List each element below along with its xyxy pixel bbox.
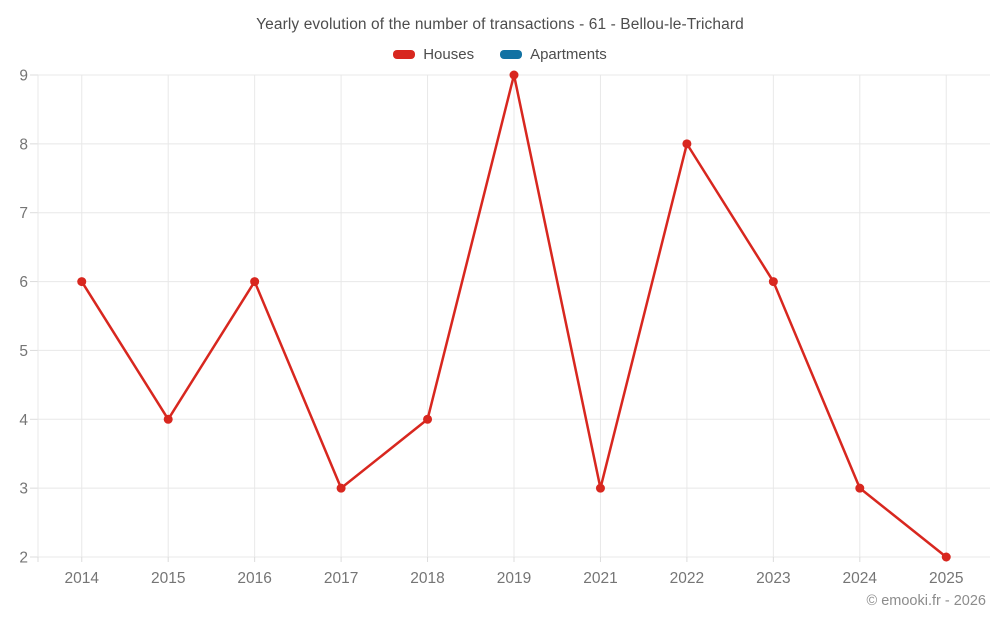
y-axis-label: 4 xyxy=(19,412,28,429)
x-axis-label: 2022 xyxy=(670,570,704,587)
legend-swatch-houses xyxy=(393,50,416,59)
x-axis-label: 2018 xyxy=(410,570,444,587)
x-axis-label: 2024 xyxy=(843,570,878,587)
data-point-houses-2019[interactable] xyxy=(509,70,519,80)
legend-item-houses[interactable]: Houses xyxy=(393,46,474,63)
x-axis-label: 2017 xyxy=(324,570,358,587)
y-axis-label: 3 xyxy=(19,481,28,498)
y-axis-label: 8 xyxy=(19,136,28,153)
data-point-houses-2014[interactable] xyxy=(77,277,87,287)
chart-title: Yearly evolution of the number of transa… xyxy=(256,16,744,33)
data-point-houses-2023[interactable] xyxy=(768,277,778,287)
x-axis-label: 2023 xyxy=(756,570,790,587)
y-axis-label: 7 xyxy=(19,205,28,222)
x-axis-label: 2016 xyxy=(237,570,271,587)
x-axis-label: 2025 xyxy=(929,570,963,587)
legend-swatch-apartments xyxy=(500,50,523,59)
legend: Houses Apartments xyxy=(0,46,1000,63)
data-point-houses-2025[interactable] xyxy=(941,552,951,562)
y-axis-label: 6 xyxy=(19,274,28,291)
data-point-houses-2024[interactable] xyxy=(855,483,865,493)
x-axis-label: 2015 xyxy=(151,570,185,587)
data-point-houses-2016[interactable] xyxy=(250,277,260,287)
data-point-houses-2021[interactable] xyxy=(595,483,605,493)
data-point-houses-2018[interactable] xyxy=(423,414,433,424)
x-axis-label: 2021 xyxy=(583,570,617,587)
y-axis-label: 2 xyxy=(19,550,28,567)
data-point-houses-2022[interactable] xyxy=(682,139,692,149)
data-point-houses-2015[interactable] xyxy=(163,414,173,424)
legend-item-apartments[interactable]: Apartments xyxy=(500,46,607,63)
legend-label-houses: Houses xyxy=(423,46,475,63)
legend-label-apartments: Apartments xyxy=(530,46,607,63)
data-point-houses-2017[interactable] xyxy=(336,483,346,493)
copyright-text: © emooki.fr - 2026 xyxy=(866,593,986,609)
y-axis-label: 5 xyxy=(19,343,28,360)
x-axis-label: 2014 xyxy=(65,570,100,587)
y-axis-label: 9 xyxy=(19,68,28,85)
x-axis-label: 2019 xyxy=(497,570,531,587)
